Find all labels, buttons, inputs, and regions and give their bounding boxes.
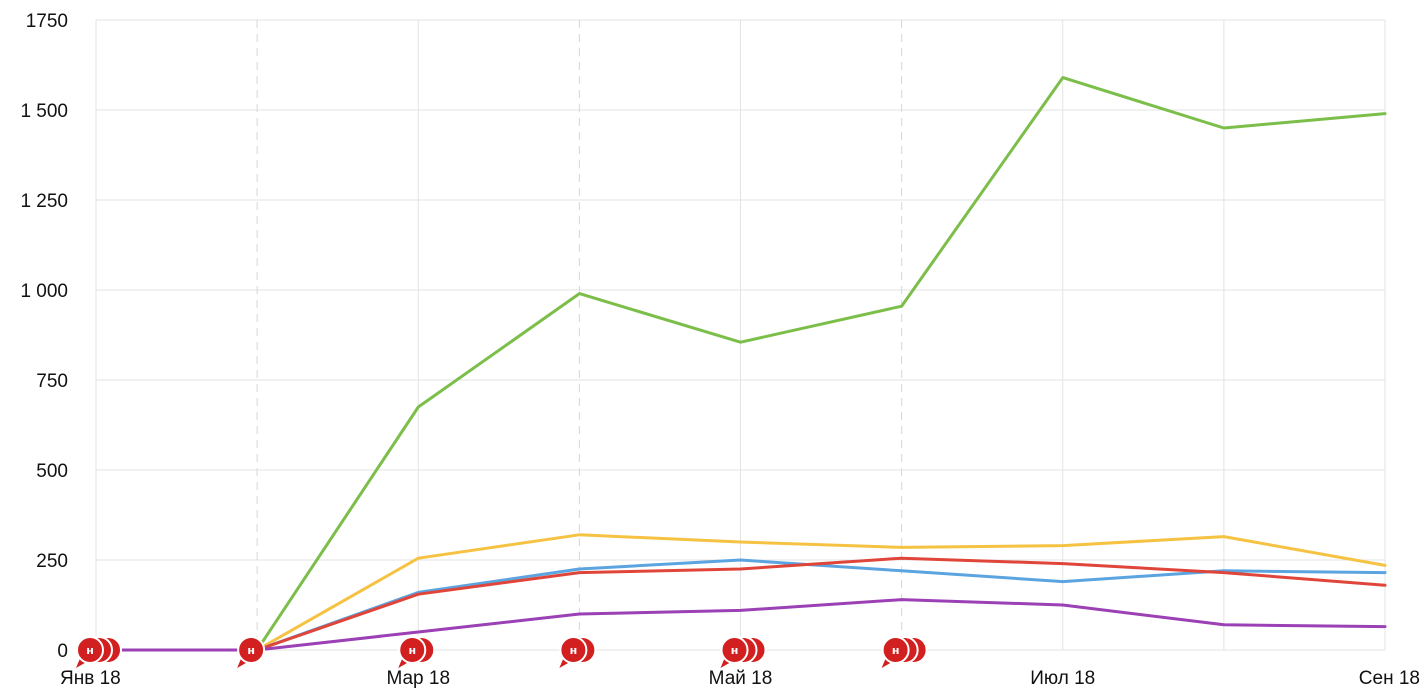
series-layer (94, 76, 1387, 652)
x-tick-label: Янв 18 (60, 668, 121, 689)
annotation-marker[interactable]: н (237, 636, 266, 668)
y-tick-label: 750 (36, 371, 68, 392)
annotation-marker[interactable]: н (76, 636, 122, 668)
y-tick-label: 1 500 (20, 101, 68, 122)
marker-disc (398, 636, 427, 664)
series-line-5 (94, 598, 1387, 652)
annotation-marker[interactable]: н (881, 636, 928, 668)
annotation-marker[interactable]: н (398, 636, 436, 668)
marker-label: н (892, 644, 900, 657)
x-tick-label: Май 18 (709, 668, 773, 689)
y-tick-label: 1 000 (20, 281, 68, 302)
y-tick-label: 1 250 (20, 191, 68, 212)
series-line-4 (94, 556, 1387, 652)
marker-disc (720, 636, 749, 664)
y-tick-label: 0 (57, 641, 68, 662)
y-tick-label: 250 (36, 551, 68, 572)
grid-layer (95, 19, 1386, 651)
x-tick-label: Июл 18 (1030, 668, 1095, 689)
series-line-1 (94, 76, 1387, 652)
marker-disc (881, 636, 910, 664)
marker-label: н (408, 644, 416, 657)
marker-label: н (247, 644, 255, 657)
series-line-2 (94, 533, 1387, 652)
annotation-marker[interactable]: н (720, 636, 767, 668)
y-axis-ticks: 0 250 500 750 1 000 1 250 1 500 1750 (20, 11, 68, 662)
x-axis-ticks: Янв 18 Мар 18 Май 18 Июл 18 Сен 18 (60, 668, 1420, 689)
marker-disc (237, 636, 266, 664)
marker-disc (559, 636, 588, 664)
marker-label: н (731, 644, 739, 657)
annotation-marker[interactable]: н (559, 636, 597, 668)
y-tick-label: 500 (36, 461, 68, 482)
x-tick-label: Сен 18 (1359, 668, 1420, 689)
x-tick-label: Мар 18 (386, 668, 450, 689)
y-tick-label: 1750 (26, 11, 68, 32)
marker-label: н (86, 644, 94, 657)
marker-disc (76, 636, 104, 664)
marker-label: н (570, 644, 578, 657)
